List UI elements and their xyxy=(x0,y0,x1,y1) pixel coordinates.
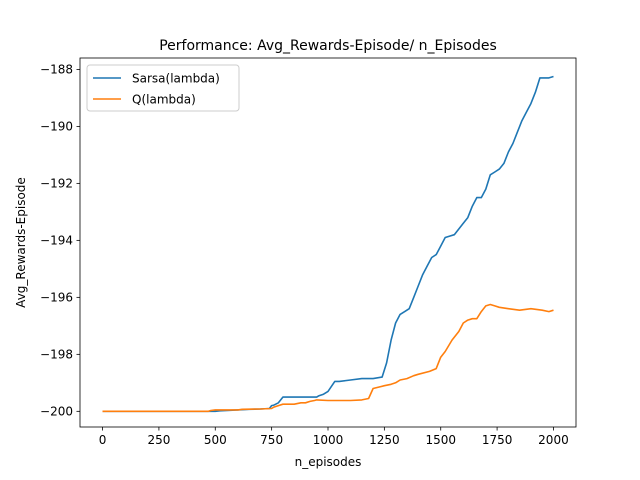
x-tick-label: 0 xyxy=(99,433,107,447)
legend-box xyxy=(86,64,240,112)
y-tick-label: −198 xyxy=(40,347,73,361)
x-tick-label: 1000 xyxy=(313,433,344,447)
series-line-1 xyxy=(102,303,554,413)
chart-title: Performance: Avg_Rewards-Episode/ n_Epis… xyxy=(159,38,497,54)
x-axis-label: n_episodes xyxy=(295,455,362,469)
y-tick-label: −196 xyxy=(40,290,73,304)
x-tick-label: 1500 xyxy=(425,433,456,447)
y-tick-label: −190 xyxy=(40,119,73,133)
y-tick-label: −194 xyxy=(40,233,73,247)
x-tick-label: 750 xyxy=(260,433,283,447)
x-axis: 0 250 500 750 1000 1250 1500 1750 2000 xyxy=(99,427,569,447)
series-layer xyxy=(102,75,554,413)
legend-entry-label: Sarsa(lambda) xyxy=(132,72,220,86)
y-tick-label: −192 xyxy=(40,176,73,190)
y-axis: −200 −198 −196 −194 −192 −190 −188 xyxy=(40,62,80,418)
x-tick-label: 1250 xyxy=(369,433,400,447)
x-tick-label: 1750 xyxy=(482,433,513,447)
legend-entry-label: Q(lambda) xyxy=(132,93,196,107)
x-tick-label: 2000 xyxy=(538,433,569,447)
legend: Sarsa(lambda) Q(lambda) xyxy=(86,64,240,112)
y-axis-label: Avg_Rewards-Episode xyxy=(14,177,28,308)
x-tick-label: 250 xyxy=(147,433,170,447)
y-tick-label: −188 xyxy=(40,62,73,76)
x-tick-label: 500 xyxy=(204,433,227,447)
y-tick-label: −200 xyxy=(40,404,73,418)
